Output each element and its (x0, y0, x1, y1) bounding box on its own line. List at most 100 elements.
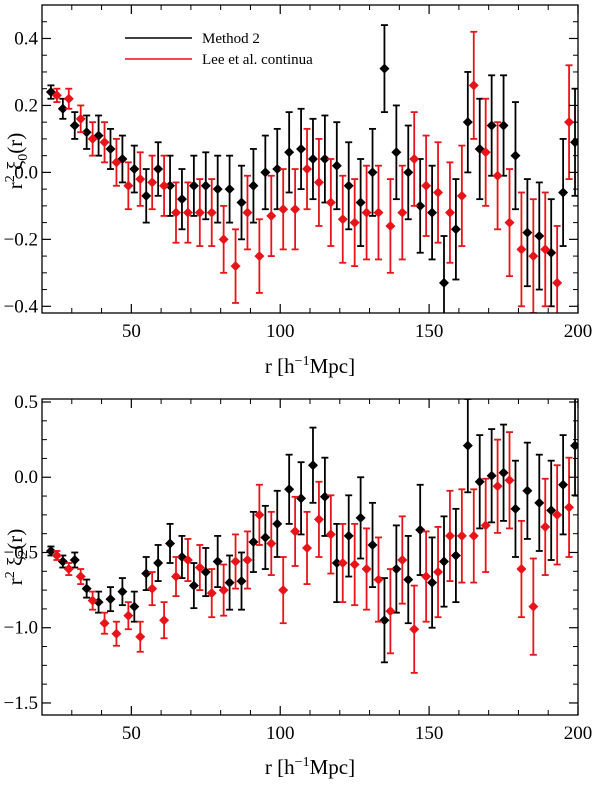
lee-point (528, 557, 539, 656)
lee-marker (63, 93, 74, 104)
lee-marker (409, 624, 420, 635)
method2-marker (81, 127, 92, 138)
method2-marker (439, 556, 449, 567)
method2-point (105, 127, 116, 170)
monopole-ylabel: r2 ξ0(r) (3, 133, 31, 190)
method2-point (379, 577, 390, 664)
method2-marker (391, 147, 402, 158)
lee-marker (337, 214, 348, 225)
monopole-panel: 50 100 150 200 −0.4 −0.2 0.0 0.2 0.4 Method 2 Le… (3, 4, 593, 378)
x-tick-label: 200 (564, 321, 593, 342)
lee-point (147, 571, 158, 607)
method2-marker (522, 485, 533, 496)
x-tick-label: 100 (266, 723, 295, 744)
lee-marker (564, 117, 575, 128)
lee-point (397, 164, 408, 261)
legend-label-method2: Method 2 (202, 31, 260, 47)
lee-marker (159, 615, 170, 626)
lee-point (171, 181, 181, 244)
lee-point (325, 158, 336, 247)
lee-marker (254, 509, 265, 520)
method2-marker (343, 180, 354, 191)
lee-marker (433, 567, 444, 578)
method2-point (129, 590, 140, 623)
lee-point (75, 104, 86, 134)
lee-point (230, 533, 241, 590)
lee-marker (242, 555, 253, 566)
lee-marker (409, 154, 420, 164)
method2-marker (236, 197, 247, 208)
lee-point (111, 138, 122, 187)
lee-marker (218, 234, 229, 245)
lee-marker (302, 164, 313, 175)
lee-marker (456, 530, 467, 541)
lee-point (206, 178, 217, 247)
method2-point (558, 434, 569, 536)
lee-point (302, 127, 313, 211)
x-tick-label: 100 (266, 321, 295, 342)
method2-marker (355, 197, 366, 208)
lee-point (87, 590, 98, 611)
method2-point (367, 127, 378, 217)
lee-marker (266, 538, 277, 549)
quadrupole-data (45, 399, 578, 674)
method2-marker (296, 143, 307, 154)
method2-marker (546, 505, 557, 516)
method2-point (474, 434, 485, 530)
lee-marker (492, 170, 503, 181)
method2-marker (224, 184, 235, 195)
method2-marker (153, 164, 164, 175)
method2-point (272, 489, 283, 558)
method2-point (403, 535, 414, 625)
lee-marker (421, 571, 432, 582)
method2-marker (510, 503, 521, 514)
method2-point (379, 24, 390, 114)
method2-point (391, 524, 402, 614)
lee-marker (194, 562, 205, 573)
method2-point (462, 71, 473, 174)
lee-point (373, 164, 384, 261)
lee-marker (242, 207, 253, 218)
method2-marker (153, 558, 164, 569)
lee-marker (349, 217, 360, 228)
method2-marker (45, 545, 56, 556)
method2-marker (367, 167, 378, 178)
method2-point (498, 74, 509, 177)
method2-marker (319, 491, 330, 502)
lee-point (254, 483, 265, 546)
method2-marker (141, 190, 152, 201)
method2-point (534, 181, 545, 291)
y-tick-label: −1.0 (4, 618, 38, 639)
method2-marker (522, 227, 533, 238)
y-tick-label: 0.2 (14, 95, 38, 116)
method2-point (260, 134, 271, 211)
lee-marker (468, 530, 479, 541)
lee-marker (135, 631, 146, 642)
method2-point (307, 426, 318, 504)
method2-point (307, 117, 318, 201)
lee-point (230, 228, 241, 304)
lee-marker (63, 564, 74, 575)
method2-marker (212, 184, 223, 195)
method2-point (81, 114, 92, 150)
method2-point (236, 551, 247, 611)
lee-marker (111, 157, 122, 168)
method2-point (355, 158, 366, 247)
method2-point (105, 586, 116, 613)
lee-marker (468, 80, 479, 91)
lee-marker (206, 588, 217, 599)
method2-marker (165, 538, 176, 549)
lee-point (206, 568, 217, 619)
method2-point (212, 535, 223, 588)
x-tick-label: 150 (415, 723, 444, 744)
lee-marker (99, 137, 110, 148)
lee-marker (75, 113, 86, 124)
lee-point (337, 522, 348, 604)
monopole-data (45, 24, 578, 313)
method2-marker (248, 180, 259, 191)
method2-marker (439, 277, 449, 288)
lee-marker (444, 207, 455, 218)
lee-marker (123, 180, 134, 191)
lee-point (421, 134, 432, 237)
lee-marker (540, 244, 551, 255)
